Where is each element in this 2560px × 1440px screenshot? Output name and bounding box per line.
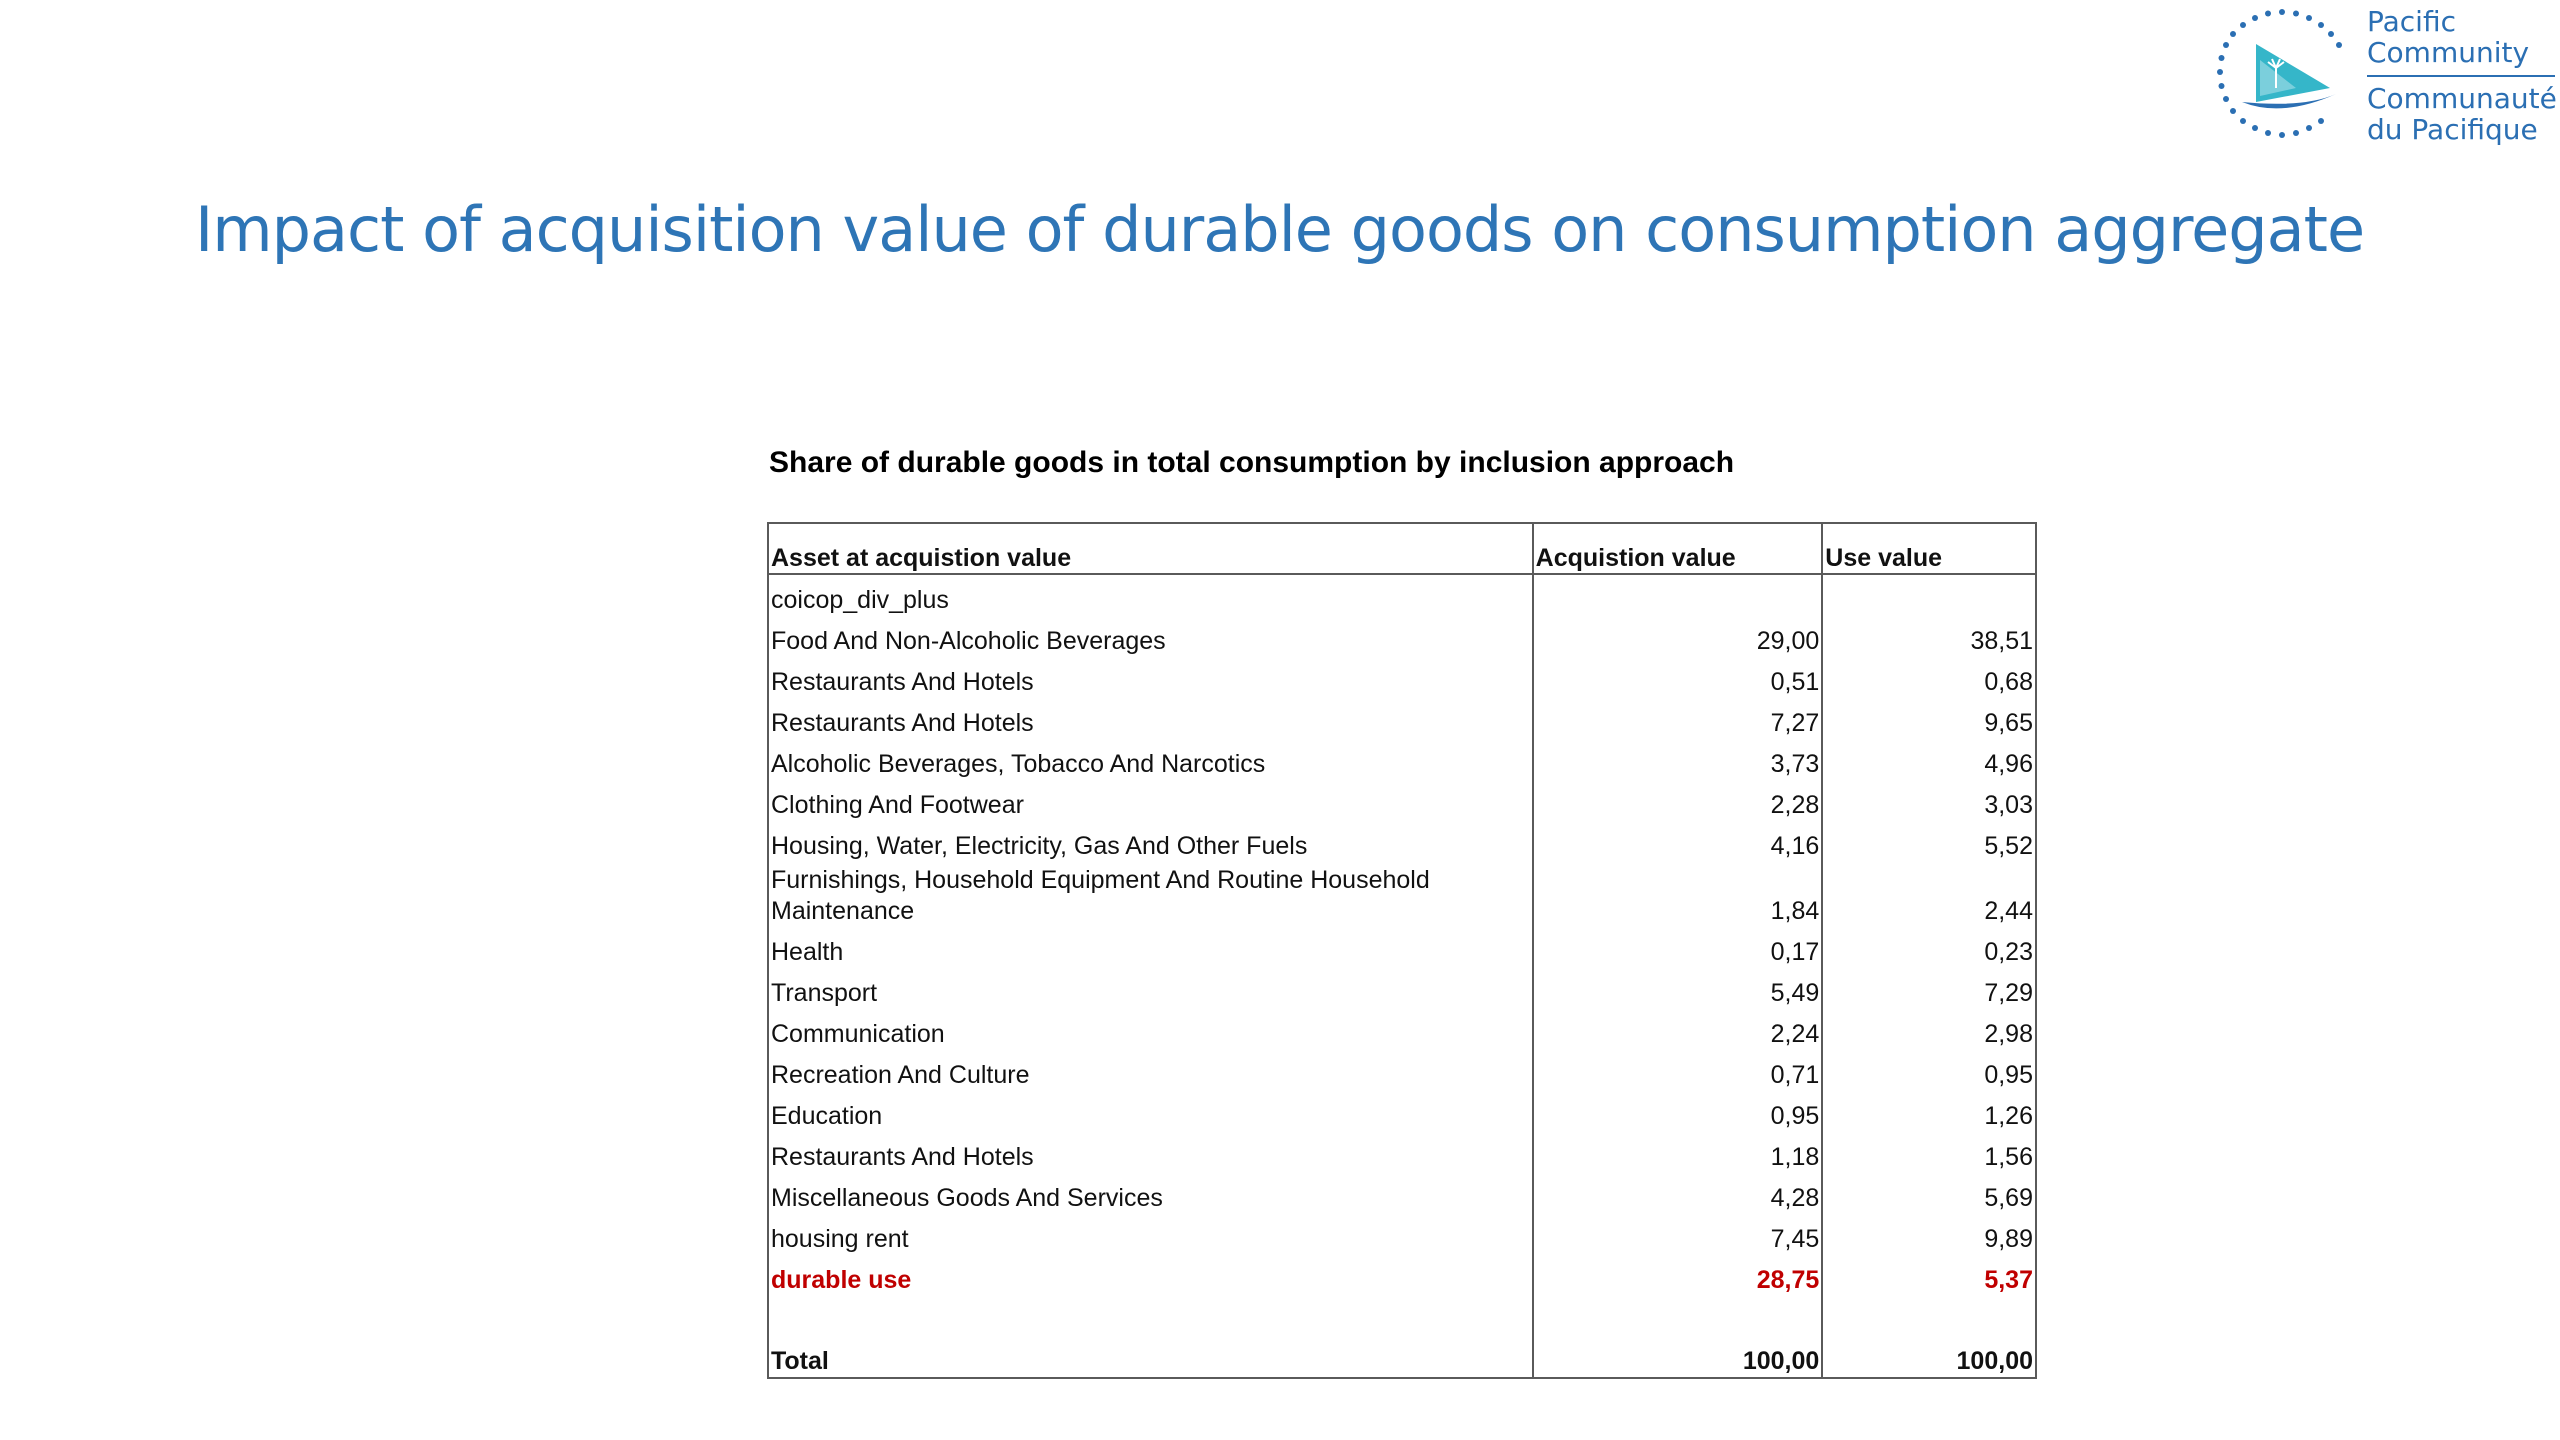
table-row: housing rent 7,45 9,89 [768, 1214, 2036, 1255]
row-acquisition-value: 3,73 [1532, 739, 1824, 780]
row-use-value: 9,89 [1984, 1225, 2033, 1253]
row-label: Miscellaneous Goods And Services [768, 1173, 1534, 1214]
row-use-value: 38,51 [1970, 627, 2033, 655]
row-acquisition-value: 4,16 [1532, 821, 1824, 862]
row-use-value: 5,69 [1984, 1184, 2033, 1212]
row-label: Restaurants And Hotels [768, 657, 1534, 698]
logo-line-4: du Pacifique [2367, 113, 2538, 146]
table-row: Restaurants And Hotels 7,27 9,65 [768, 698, 2036, 739]
table-total-row: Total 100,00 100,00 [768, 1336, 2036, 1378]
table-row: Health 0,17 0,23 [768, 927, 2036, 968]
row-use-value: 5,52 [1984, 832, 2033, 860]
row-label: Health [768, 927, 1534, 968]
row-use-value: 7,29 [1984, 979, 2033, 1007]
row-label: Communication [768, 1009, 1534, 1050]
row-acquisition-value: 4,28 [1532, 1173, 1824, 1214]
row-label: Recreation And Culture [768, 1050, 1534, 1091]
table-row: Recreation And Culture 0,71 0,95 [768, 1050, 2036, 1091]
row-acquisition-value: 0,71 [1532, 1050, 1824, 1091]
logo-emblem-icon [2217, 9, 2342, 138]
row-use-value: 1,56 [1984, 1143, 2033, 1171]
row-acquisition-value: 0,95 [1532, 1091, 1824, 1132]
row-use-value: 3,03 [1984, 791, 2033, 819]
row-acquisition-value: 29,00 [1532, 616, 1824, 657]
group-label: coicop_div_plus [768, 574, 1534, 616]
row-label: Housing, Water, Electricity, Gas And Oth… [768, 821, 1534, 862]
logo-wordmark: Pacific Community Communauté du Pacifiqu… [2367, 6, 2560, 145]
row-use-value: 2,98 [1984, 1020, 2033, 1048]
table-row: Restaurants And Hotels 0,51 0,68 [768, 657, 2036, 698]
table-row: Education 0,95 1,26 [768, 1091, 2036, 1132]
table-header-row: Asset at acquistion value Acquistion val… [768, 523, 2036, 575]
table-row: Alcoholic Beverages, Tobacco And Narcoti… [768, 739, 2036, 780]
row-acquisition-value: 5,49 [1532, 968, 1824, 1009]
table-row: Communication 2,24 2,98 [768, 1009, 2036, 1050]
row-label: Clothing And Footwear [768, 780, 1534, 821]
slide-title: Impact of acquisition value of durable g… [195, 193, 2365, 266]
logo-line-3: Communauté [2367, 82, 2557, 115]
table-row: Housing, Water, Electricity, Gas And Oth… [768, 821, 2036, 862]
row-use-value: 0,68 [1984, 668, 2033, 696]
row-acquisition-value: 2,24 [1532, 1009, 1824, 1050]
row-acquisition-value: 28,75 [1532, 1255, 1824, 1296]
header-asset: Asset at acquistion value [768, 523, 1534, 575]
row-label: Alcoholic Beverages, Tobacco And Narcoti… [768, 739, 1534, 780]
row-label: Restaurants And Hotels [768, 1132, 1534, 1173]
header-acquisition-value: Acquistion value [1532, 523, 1824, 575]
total-label: Total [768, 1336, 1534, 1378]
row-acquisition-value: 2,28 [1532, 780, 1824, 821]
table-row: Food And Non-Alcoholic Beverages 29,00 3… [768, 616, 2036, 657]
row-use-value: 9,65 [1984, 709, 2033, 737]
header-use-value: Use value [1822, 523, 2036, 575]
row-acquisition-value: 1,84 [1532, 862, 1824, 927]
row-label: Restaurants And Hotels [768, 698, 1534, 739]
row-use-value: 5,37 [1984, 1266, 2033, 1294]
row-use-value: 1,26 [1984, 1102, 2033, 1130]
row-acquisition-value: 7,27 [1532, 698, 1824, 739]
table-row: Clothing And Footwear 2,28 3,03 [768, 780, 2036, 821]
row-use-value: 4,96 [1984, 750, 2033, 778]
durable-goods-share-table: Asset at acquistion value Acquistion val… [767, 522, 2037, 1379]
row-use-value: 0,95 [1984, 1061, 2033, 1089]
total-use-value: 100,00 [1956, 1347, 2033, 1375]
row-use-value: 0,23 [1984, 938, 2033, 966]
row-acquisition-value: 0,51 [1532, 657, 1824, 698]
logo-line-2: Community [2367, 36, 2530, 69]
table-title: Share of durable goods in total consumpt… [769, 446, 1735, 479]
table-row-durable-use: durable use 28,75 5,37 [768, 1255, 2036, 1296]
logo-divider [2367, 75, 2555, 77]
table-row: Restaurants And Hotels 1,18 1,56 [768, 1132, 2036, 1173]
pacific-community-logo: Pacific Community Communauté du Pacifiqu… [2200, 0, 2560, 160]
row-label: Food And Non-Alcoholic Beverages [768, 616, 1534, 657]
logo-line-1: Pacific [2367, 5, 2456, 38]
table-row: Furnishings, Household Equipment And Rou… [768, 862, 2036, 927]
table-spacer-row [768, 1296, 2036, 1336]
row-label: Transport [768, 968, 1534, 1009]
row-use-value: 2,44 [1984, 897, 2033, 925]
total-acquisition-value: 100,00 [1532, 1336, 1824, 1378]
row-label: Education [768, 1091, 1534, 1132]
row-label: Furnishings, Household Equipment And Rou… [768, 862, 1534, 927]
row-acquisition-value: 7,45 [1532, 1214, 1824, 1255]
table-row: Miscellaneous Goods And Services 4,28 5,… [768, 1173, 2036, 1214]
row-acquisition-value: 0,17 [1532, 927, 1824, 968]
row-label: durable use [768, 1255, 1534, 1296]
row-label: housing rent [768, 1214, 1534, 1255]
table-group-row: coicop_div_plus [768, 574, 2036, 616]
row-acquisition-value: 1,18 [1532, 1132, 1824, 1173]
table-row: Transport 5,49 7,29 [768, 968, 2036, 1009]
